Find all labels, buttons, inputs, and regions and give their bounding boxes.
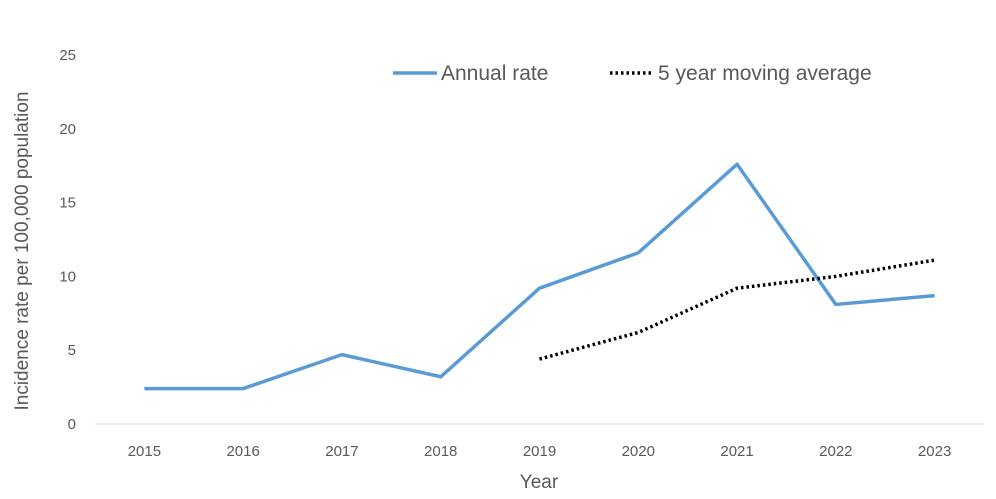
x-axis-ticks: 2015 2016 2017 2018 2019 2020 2021 2022 2023 (128, 443, 952, 460)
x-tick-label: 2017 (325, 443, 358, 460)
y-tick-label: 15 (59, 195, 76, 212)
series-line-annual-rate (144, 162, 935, 391)
x-tick-label: 2016 (226, 443, 259, 460)
y-tick-label: 25 (59, 47, 76, 64)
series-line-moving-average (539, 258, 935, 361)
y-tick-label: 10 (59, 268, 76, 285)
y-tick-label: 20 (59, 121, 76, 138)
x-tick-label: 2022 (819, 443, 852, 460)
legend-label-moving-average: 5 year moving average (658, 62, 872, 85)
x-tick-label: 2021 (720, 443, 753, 460)
legend-label-annual-rate: Annual rate (441, 62, 548, 85)
y-tick-label: 5 (68, 342, 76, 359)
legend: Annual rate 5 year moving average (393, 62, 872, 85)
x-tick-label: 2020 (622, 443, 655, 460)
series-layer (144, 162, 935, 391)
x-tick-label: 2015 (128, 443, 161, 460)
x-tick-label: 2019 (523, 443, 556, 460)
x-axis-title: Year (520, 472, 559, 493)
y-axis-title: Incidence rate per 100,000 population (12, 91, 33, 410)
y-tick-label: 0 (68, 416, 76, 433)
x-tick-label: 2018 (424, 443, 457, 460)
x-tick-label: 2023 (918, 443, 951, 460)
y-axis-ticks: 0 5 10 15 20 25 (59, 47, 76, 433)
